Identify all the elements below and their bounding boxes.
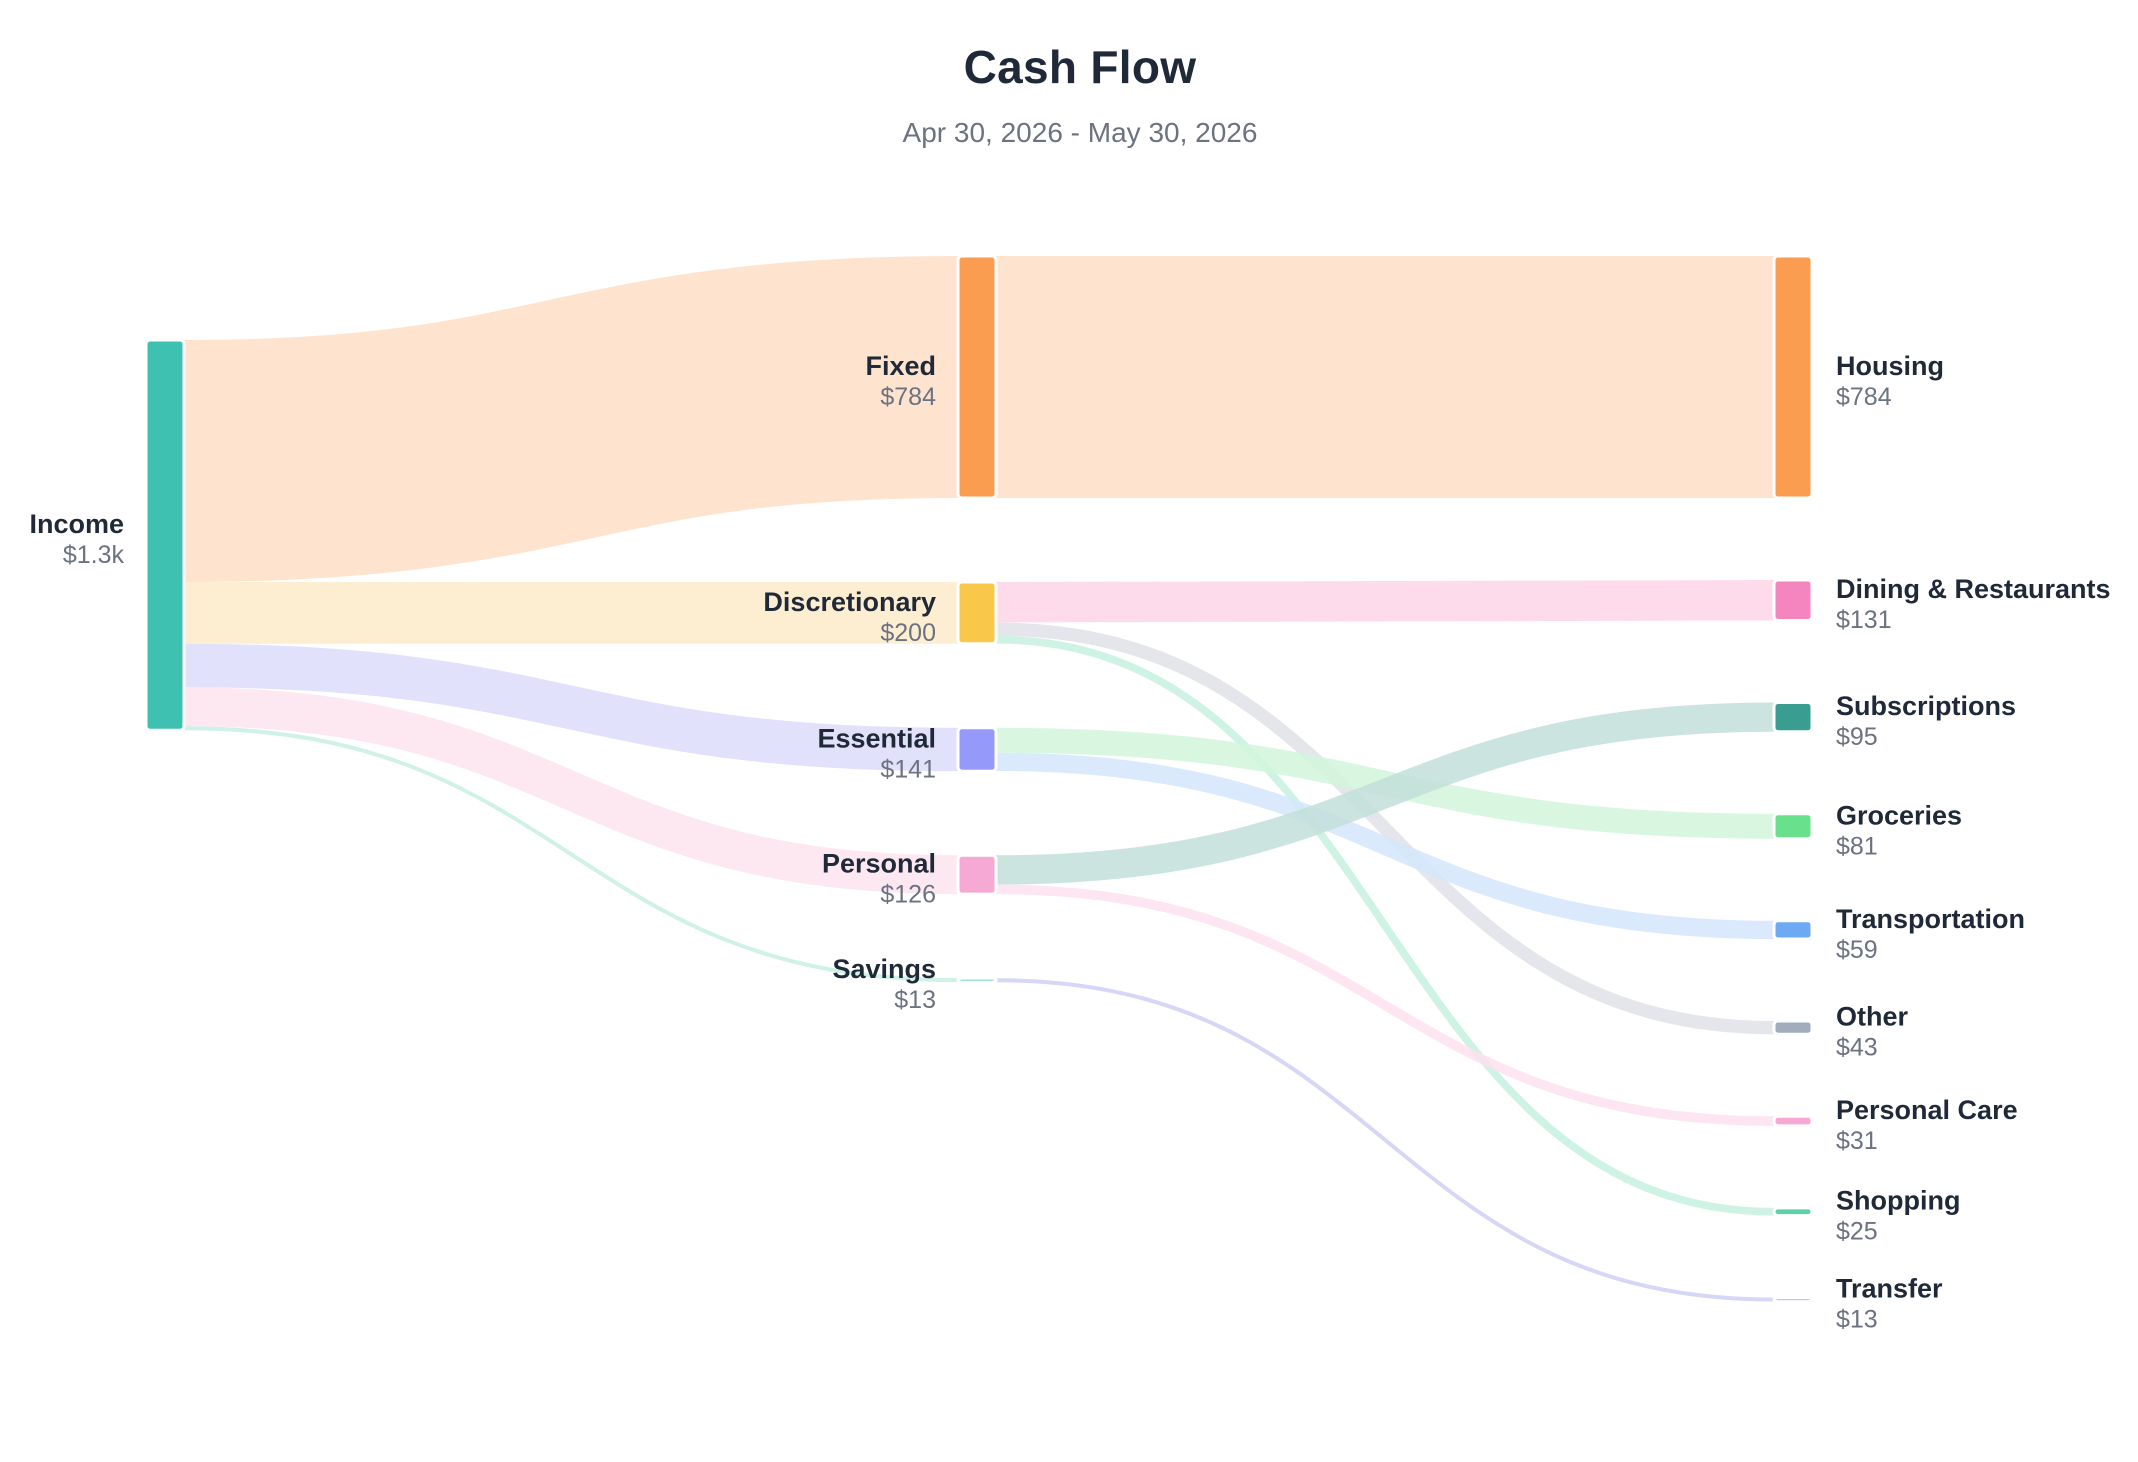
node-label-groceries: Groceries — [1836, 800, 1962, 830]
node-value-shopping: $25 — [1836, 1218, 1878, 1246]
node-discretionary[interactable] — [956, 580, 998, 646]
node-subscriptions[interactable] — [1772, 700, 1814, 734]
node-value-personal_care: $31 — [1836, 1127, 1878, 1155]
node-value-transportation: $59 — [1836, 936, 1878, 964]
labels-layer: Income$1.3kFixed$784Discretionary$200Ess… — [29, 351, 2110, 1334]
node-label-essential: Essential — [817, 724, 936, 754]
node-dining[interactable] — [1772, 578, 1814, 622]
node-label-subscriptions: Subscriptions — [1836, 691, 2016, 721]
link-savings-transfer[interactable] — [995, 978, 1775, 1302]
node-value-groceries: $81 — [1836, 832, 1878, 860]
link-personal-subscriptions[interactable] — [995, 702, 1775, 885]
node-value-fixed: $784 — [880, 383, 936, 411]
node-fixed[interactable] — [956, 254, 998, 500]
node-value-income: $1.3k — [63, 541, 125, 569]
node-value-transfer: $13 — [1836, 1306, 1878, 1334]
node-value-personal: $126 — [880, 881, 936, 909]
node-essential[interactable] — [956, 726, 998, 773]
node-value-other: $43 — [1836, 1034, 1878, 1062]
node-groceries[interactable] — [1772, 812, 1814, 841]
node-value-essential: $141 — [880, 756, 936, 784]
node-value-dining: $131 — [1836, 606, 1892, 634]
node-label-savings: Savings — [832, 954, 936, 984]
link-essential-transportation[interactable] — [995, 752, 1775, 940]
node-value-subscriptions: $95 — [1836, 723, 1878, 751]
node-savings[interactable] — [956, 976, 998, 984]
node-value-discretionary: $200 — [880, 619, 936, 647]
node-personal[interactable] — [956, 853, 998, 896]
node-label-other: Other — [1836, 1002, 1909, 1032]
node-other[interactable] — [1772, 1019, 1814, 1036]
link-income-personal[interactable] — [183, 687, 959, 895]
node-shopping[interactable] — [1772, 1206, 1814, 1218]
node-label-income: Income — [29, 509, 124, 539]
node-label-dining: Dining & Restaurants — [1836, 574, 2111, 604]
link-income-fixed[interactable] — [183, 255, 959, 583]
node-income[interactable] — [144, 338, 186, 732]
node-label-housing: Housing — [1836, 351, 1944, 381]
link-discretionary-dining[interactable] — [995, 580, 1775, 623]
link-income-essential[interactable] — [183, 643, 959, 772]
node-label-personal: Personal — [822, 849, 936, 879]
link-discretionary-shopping[interactable] — [995, 635, 1775, 1216]
chart-title: Cash Flow — [963, 41, 1197, 93]
link-personal-personal_care[interactable] — [995, 884, 1775, 1126]
link-discretionary-other[interactable] — [995, 622, 1775, 1035]
node-label-shopping: Shopping — [1836, 1186, 1960, 1216]
node-label-personal_care: Personal Care — [1836, 1095, 2018, 1125]
node-value-savings: $13 — [894, 986, 936, 1014]
node-value-housing: $784 — [1836, 383, 1892, 411]
node-transportation[interactable] — [1772, 919, 1814, 941]
node-personal_care[interactable] — [1772, 1114, 1814, 1128]
node-label-transportation: Transportation — [1836, 904, 2025, 934]
node-label-transfer: Transfer — [1836, 1274, 1943, 1304]
chart-subtitle: Apr 30, 2026 - May 30, 2026 — [902, 117, 1258, 148]
link-income-savings[interactable] — [183, 726, 959, 983]
nodes-layer — [144, 254, 1814, 1304]
node-label-discretionary: Discretionary — [763, 587, 936, 617]
node-housing[interactable] — [1772, 254, 1814, 500]
node-transfer[interactable] — [1772, 1296, 1814, 1304]
links-layer — [183, 255, 1775, 1302]
node-label-fixed: Fixed — [865, 351, 936, 381]
